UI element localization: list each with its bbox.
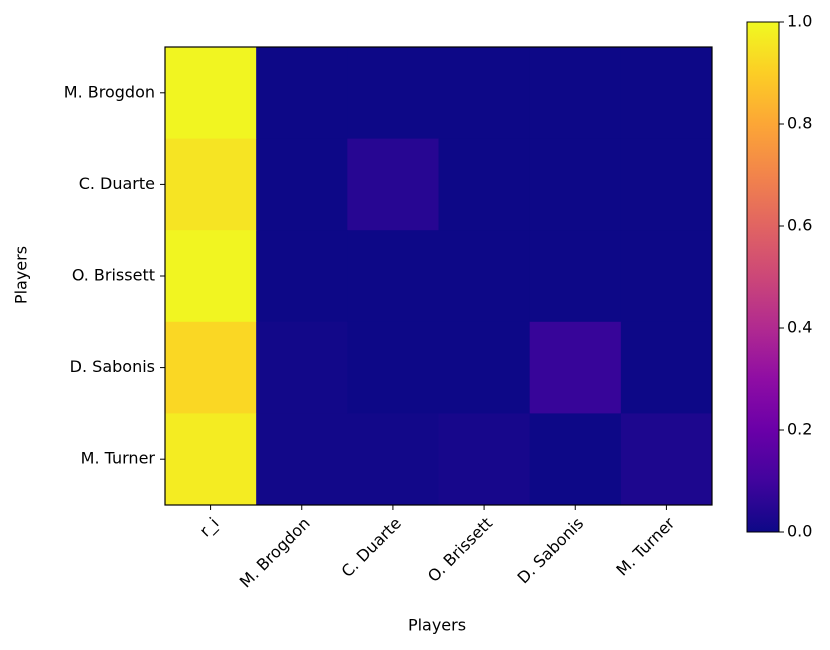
heatmap-cell xyxy=(256,230,348,323)
colorbar-tick-label: 0.0 xyxy=(787,522,812,541)
heatmap-cell xyxy=(529,413,622,506)
heatmap-cell xyxy=(256,138,348,231)
heatmap-cell xyxy=(620,413,713,506)
heatmap-cell xyxy=(438,230,531,323)
heatmap-cell xyxy=(347,47,439,140)
heatmap-cell xyxy=(620,230,713,323)
x-axis-label: Players xyxy=(408,616,466,635)
heatmap-cell xyxy=(347,413,439,506)
y-axis-label: Players xyxy=(12,246,31,304)
y-tick-label: C. Duarte xyxy=(79,174,155,193)
y-tick-label: D. Sabonis xyxy=(70,357,155,376)
heatmap-cell xyxy=(165,413,257,506)
heatmap-cell xyxy=(529,230,622,323)
y-tick-label: M. Brogdon xyxy=(64,82,155,101)
x-tick-label: C. Duarte xyxy=(338,514,405,581)
colorbar-tick-label: 0.8 xyxy=(787,114,812,133)
heatmap-cell xyxy=(529,321,622,414)
x-tick-label: M. Turner xyxy=(612,513,678,579)
heatmap-cell xyxy=(347,321,439,414)
heatmap-cell xyxy=(256,321,348,414)
heatmap-cell xyxy=(256,47,348,140)
colorbar-tick-label: 0.2 xyxy=(787,420,812,439)
heatmap-cell xyxy=(165,47,257,140)
x-tick-label: M. Brogdon xyxy=(236,514,314,592)
heatmap-cell xyxy=(165,230,257,323)
x-tick-label: r_i xyxy=(196,514,224,542)
heatmap-cell xyxy=(438,138,531,231)
heatmap-cell xyxy=(620,47,713,140)
heatmap-cell xyxy=(347,138,439,231)
heatmap-cell xyxy=(165,321,257,414)
heatmap-cell xyxy=(529,138,622,231)
y-tick-label: O. Brissett xyxy=(72,266,155,285)
heatmap-cell xyxy=(529,47,622,140)
colorbar-tick-label: 0.4 xyxy=(787,318,812,337)
heatmap-cell xyxy=(438,47,531,140)
heatmap-cell xyxy=(256,413,348,506)
x-tick-label: O. Brissett xyxy=(424,514,496,586)
heatmap-cell xyxy=(438,413,531,506)
heatmap-cell xyxy=(620,138,713,231)
heatmap-cell xyxy=(620,321,713,414)
colorbar xyxy=(746,21,780,533)
heatmap-cell xyxy=(438,321,531,414)
x-tick-label: D. Sabonis xyxy=(513,514,587,588)
heatmap-cell xyxy=(165,138,257,231)
colorbar-tick-label: 1.0 xyxy=(787,12,812,31)
y-tick-label: M. Turner xyxy=(81,449,156,468)
colorbar-tick-label: 0.6 xyxy=(787,216,812,235)
heatmap-cell xyxy=(347,230,439,323)
